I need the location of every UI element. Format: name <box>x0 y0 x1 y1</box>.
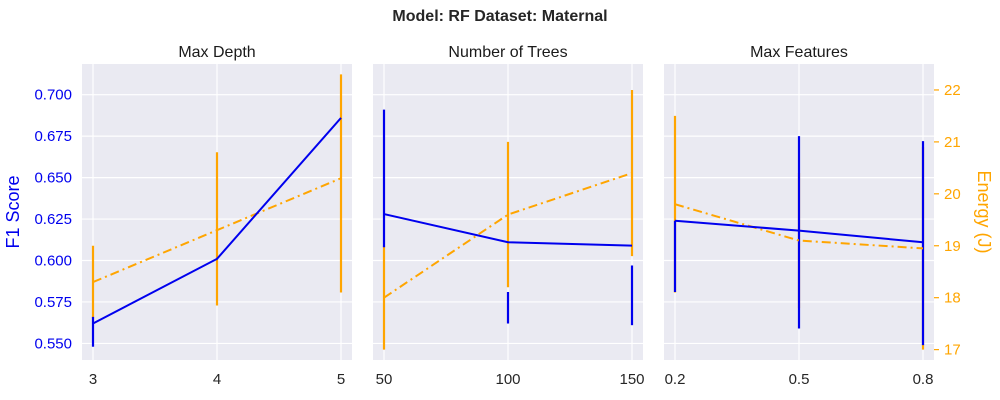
x-tick-labels: 0.2 0.5 0.8 <box>665 371 934 388</box>
left-y-tick-label: 0.550 <box>34 335 72 352</box>
x-tick-label: 0.5 <box>789 371 810 388</box>
panel-max-depth: Max Depth 3 4 5 <box>82 44 352 388</box>
x-tick-label: 100 <box>495 371 520 388</box>
panel-number-of-trees: Number of Trees 50 100 150 <box>373 44 645 388</box>
left-y-tick-label: 0.600 <box>34 253 72 270</box>
energy-series-line <box>383 172 633 299</box>
x-tick-label: 4 <box>213 371 221 388</box>
series-layer <box>91 74 343 347</box>
x-tick-label: 150 <box>619 371 644 388</box>
x-tick-label: 50 <box>376 371 393 388</box>
energy-series-line <box>674 203 924 250</box>
right-y-tick-label: 18 <box>944 290 961 307</box>
right-y-tick-label: 17 <box>944 342 961 359</box>
series-layer <box>673 115 925 350</box>
x-tick-label: 3 <box>89 371 97 388</box>
x-tick-labels: 3 4 5 <box>89 371 345 388</box>
right-y-tick-label: 19 <box>944 238 961 255</box>
f1-series-line <box>383 213 633 247</box>
figure-title: Model: RF Dataset: Maternal <box>392 8 607 25</box>
left-y-tick-label: 0.650 <box>34 170 72 187</box>
right-y-axis: 17 18 19 20 21 22 <box>934 82 961 359</box>
f1-series-line <box>674 219 924 244</box>
panel-title: Number of Trees <box>448 44 567 61</box>
right-y-tick-label: 20 <box>944 186 961 203</box>
right-y-tick-label: 21 <box>944 134 961 151</box>
left-y-axis-label: F1 Score <box>3 175 23 248</box>
x-tick-label: 0.2 <box>665 371 686 388</box>
energy-series-line <box>92 177 342 284</box>
left-y-tick-label: 0.675 <box>34 128 72 145</box>
right-y-axis-label: Energy (J) <box>974 170 994 253</box>
left-y-axis: 0.550 0.575 0.600 0.625 0.650 0.675 0.700 <box>34 87 72 353</box>
x-tick-label: 5 <box>337 371 345 388</box>
series-layer <box>382 89 634 350</box>
panel-title: Max Features <box>750 44 848 61</box>
left-y-tick-label: 0.700 <box>34 87 72 104</box>
left-y-tick-label: 0.625 <box>34 211 72 228</box>
x-tick-labels: 50 100 150 <box>376 371 645 388</box>
f1-series-line <box>92 117 342 325</box>
right-y-tick-label: 22 <box>944 82 961 99</box>
left-y-tick-label: 0.575 <box>34 294 72 311</box>
x-tick-label: 0.8 <box>913 371 934 388</box>
panel-max-features: Max Features 0.2 0.5 0.8 <box>664 44 934 388</box>
panel-title: Max Depth <box>178 44 255 61</box>
